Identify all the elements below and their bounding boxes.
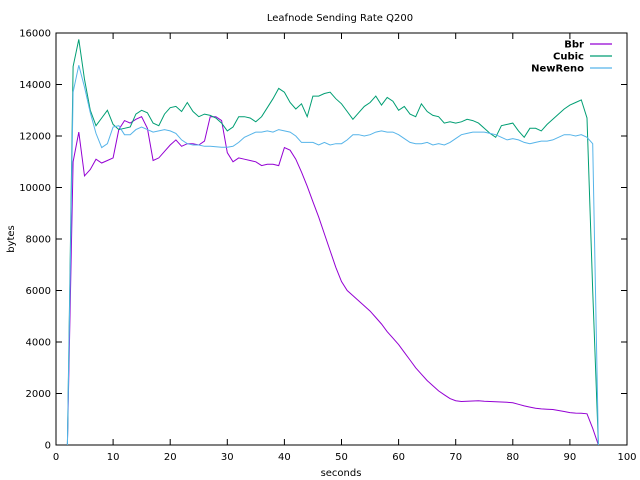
y-tick-label: 0	[45, 441, 51, 452]
x-axis-title: seconds	[321, 468, 362, 479]
legend-label-newreno: NewReno	[531, 64, 584, 75]
y-tick-label: 6000	[26, 286, 51, 297]
series-line-bbr	[66, 116, 599, 446]
y-axis-title: bytes	[6, 225, 17, 253]
y-tick-label: 14000	[19, 80, 51, 91]
y-tick-label: 12000	[19, 132, 51, 143]
x-tick-label: 30	[221, 452, 234, 463]
legend-label-bbr: Bbr	[564, 40, 584, 51]
x-axis: 0 10 20 30 40 50 60 70 80 90 100	[53, 33, 637, 463]
y-tick-label: 4000	[26, 338, 51, 349]
series-line-cubic	[66, 39, 599, 446]
x-tick-label: 20	[164, 452, 177, 463]
x-tick-label: 0	[53, 452, 59, 463]
x-tick-label: 70	[449, 452, 462, 463]
x-tick-label: 90	[564, 452, 577, 463]
chart-title: Leafnode Sending Rate Q200	[267, 13, 413, 24]
series-layer	[66, 39, 599, 446]
x-tick-label: 80	[506, 452, 519, 463]
y-tick-label: 10000	[19, 183, 51, 194]
y-tick-label: 16000	[19, 29, 51, 40]
x-tick-label: 100	[617, 452, 636, 463]
y-axis: 0 2000 4000 6000 8000 10000 12000 14000 16000	[19, 29, 627, 452]
series-line-newreno	[66, 65, 599, 446]
y-tick-label: 8000	[26, 235, 51, 246]
x-tick-label: 40	[278, 452, 291, 463]
y-tick-label: 2000	[26, 389, 51, 400]
x-tick-label: 60	[392, 452, 405, 463]
legend-label-cubic: Cubic	[553, 52, 584, 63]
plot-area-frame	[55, 32, 628, 446]
x-tick-label: 50	[335, 452, 348, 463]
x-tick-label: 10	[107, 452, 120, 463]
